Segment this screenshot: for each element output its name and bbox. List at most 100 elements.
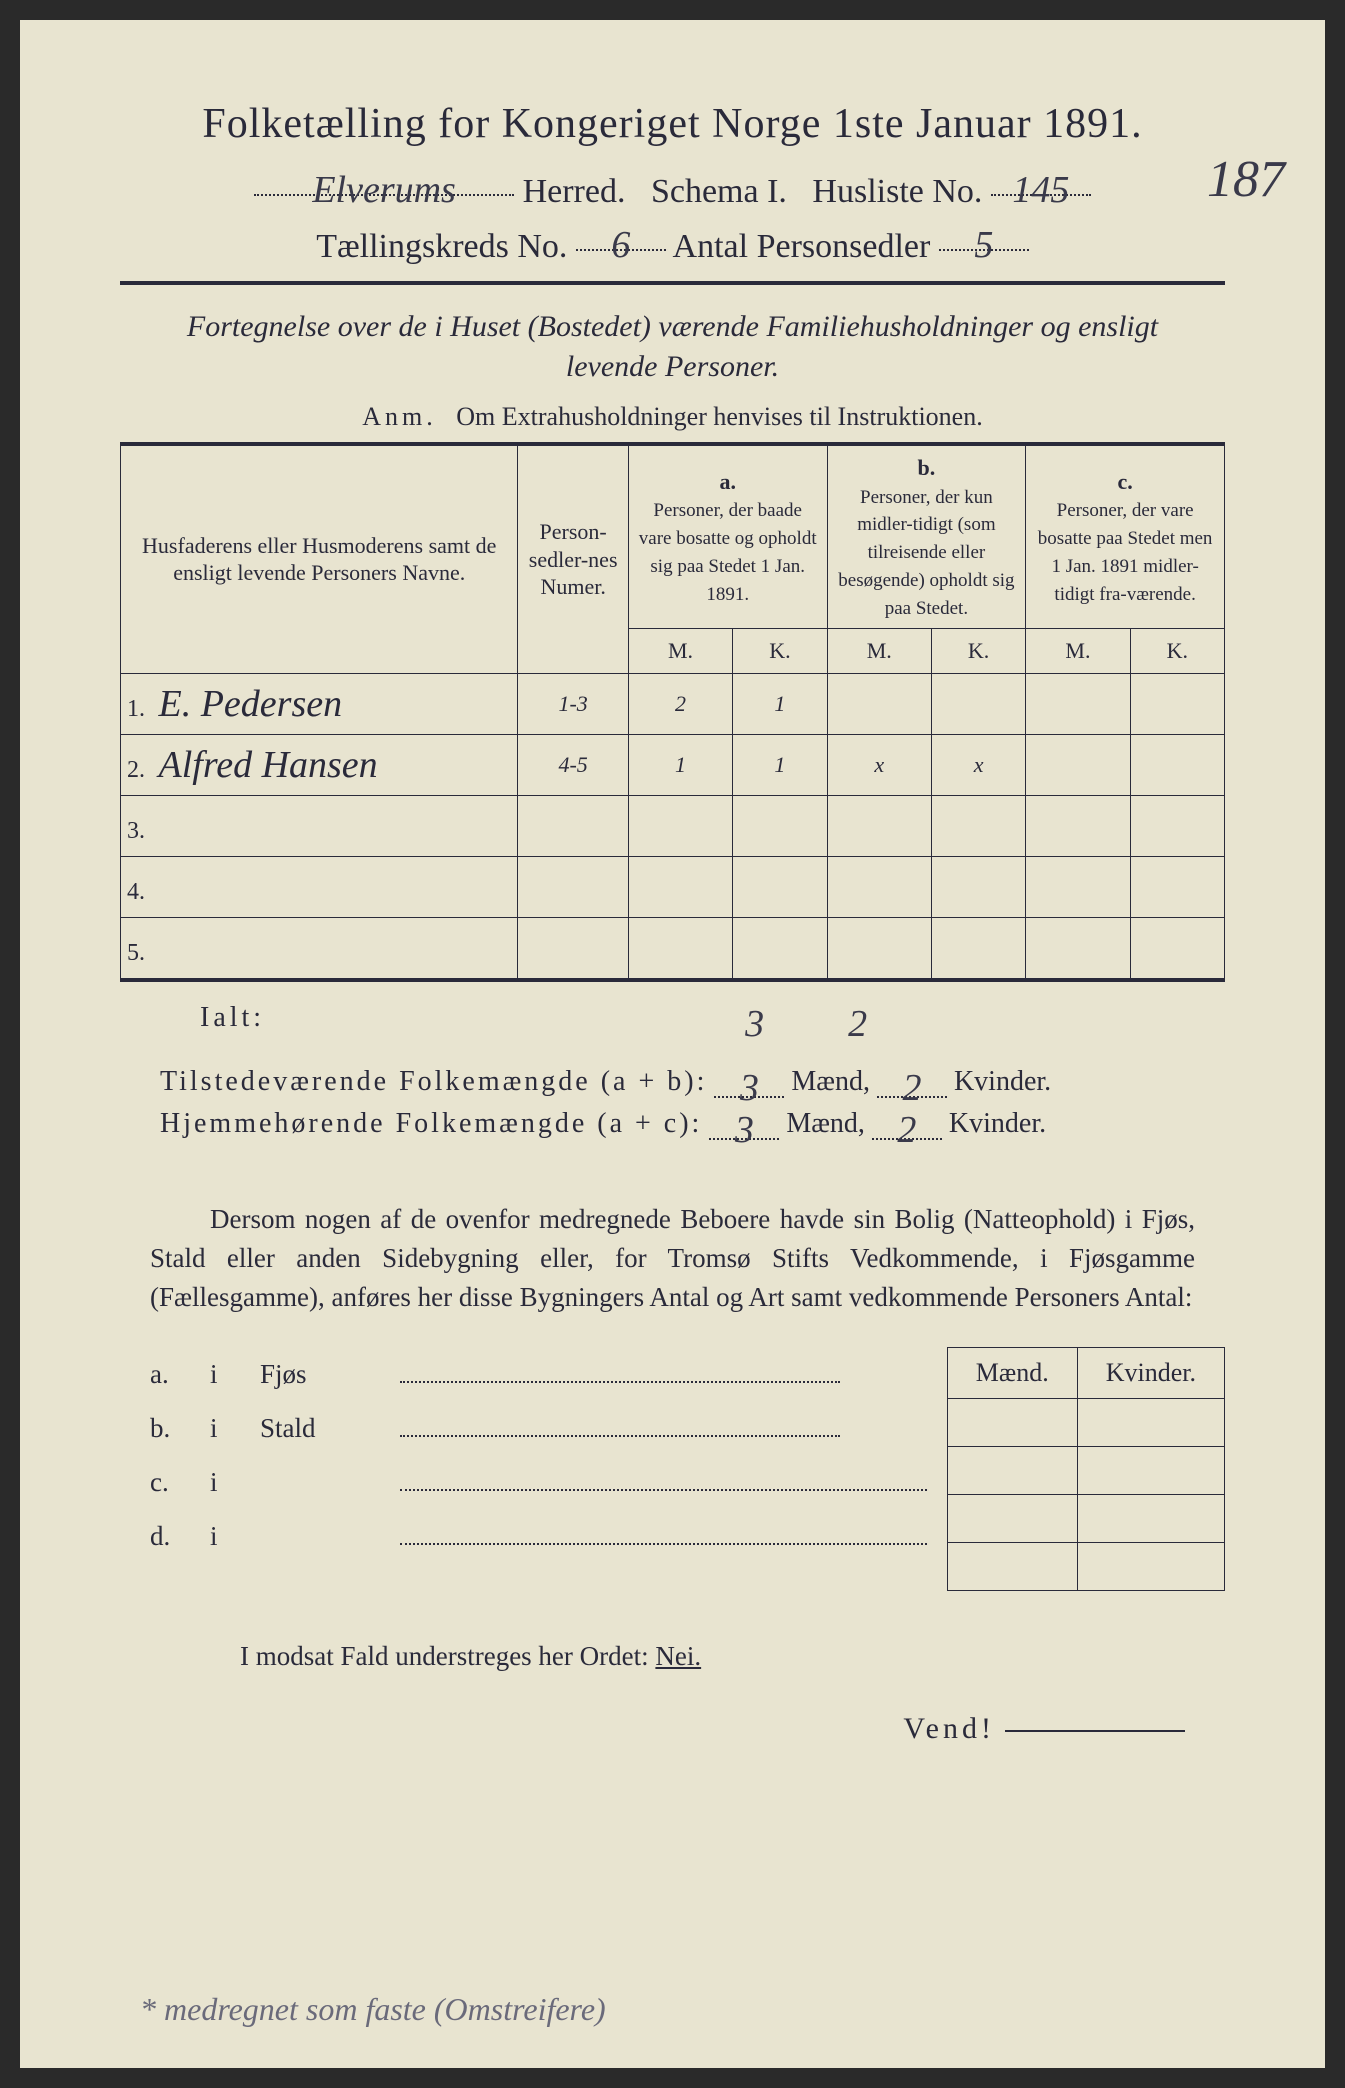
row-name-cell: 5. bbox=[121, 917, 518, 980]
mk-row bbox=[947, 1543, 1224, 1591]
herred-label: Herred. bbox=[523, 173, 626, 210]
a-m-cell: 1 bbox=[628, 734, 732, 795]
personsedler-label: Antal Personsedler bbox=[673, 228, 931, 265]
person-name bbox=[145, 927, 153, 969]
col-b-m: M. bbox=[827, 629, 931, 674]
numer-cell bbox=[518, 917, 628, 980]
a-m-cell bbox=[628, 856, 732, 917]
col-header-numer: Person-sedler-nes Numer. bbox=[518, 444, 628, 673]
row-name-cell: 1. E. Pedersen bbox=[121, 673, 518, 734]
table-row: 2. Alfred Hansen 4-5 1 1 x x bbox=[121, 734, 1225, 795]
col-b-k: K. bbox=[931, 629, 1025, 674]
person-name bbox=[145, 805, 153, 847]
c-m-cell bbox=[1026, 917, 1130, 980]
mk-m-header: Mænd. bbox=[947, 1348, 1077, 1399]
row-name-cell: 3. bbox=[121, 795, 518, 856]
vend-rule bbox=[1005, 1730, 1185, 1732]
dotted-line bbox=[400, 1471, 927, 1491]
maend-label: Mænd, bbox=[786, 1108, 865, 1139]
husliste-value: 145 bbox=[991, 168, 1091, 196]
b-m-cell bbox=[827, 795, 931, 856]
abcd-row: a. i Fjøs bbox=[150, 1347, 927, 1401]
form-title: Folketælling for Kongeriget Norge 1ste J… bbox=[120, 100, 1225, 148]
a-m-cell bbox=[628, 917, 732, 980]
body-paragraph: Dersom nogen af de ovenfor medregnede Be… bbox=[150, 1204, 1195, 1312]
person-name: Alfred Hansen bbox=[151, 744, 378, 786]
a-k-cell: 1 bbox=[733, 673, 827, 734]
numer-cell bbox=[518, 856, 628, 917]
census-form-page: 187 Folketælling for Kongeriget Norge 1s… bbox=[20, 20, 1325, 2068]
ialt-row: Ialt: 3 2 bbox=[200, 1002, 1225, 1046]
table-row: 3. bbox=[121, 795, 1225, 856]
col-a-label: a. bbox=[719, 469, 736, 494]
col-header-a: a. Personer, der baade vare bosatte og o… bbox=[628, 444, 827, 629]
abcd-row: d. i bbox=[150, 1509, 927, 1563]
handwritten-footnote: * medregnet som faste (Omstreifere) bbox=[140, 1991, 606, 2028]
col-b-label: b. bbox=[918, 455, 936, 480]
col-header-names: Husfaderens eller Husmoderens samt de en… bbox=[121, 444, 518, 673]
modsat-nei: Nei. bbox=[655, 1641, 701, 1671]
c-m-cell bbox=[1026, 673, 1130, 734]
abcd-section: Mænd. Kvinder. a. i Fjøs b. i Stald c bbox=[120, 1347, 1225, 1591]
b-k-cell bbox=[931, 673, 1025, 734]
mk-k-header: Kvinder. bbox=[1077, 1348, 1224, 1399]
summary-line-2: Hjemmehørende Folkemængde (a + c): 3 Mæn… bbox=[160, 1108, 1225, 1140]
col-header-b: b. Personer, der kun midler-tidigt (som … bbox=[827, 444, 1026, 629]
kreds-value: 6 bbox=[576, 223, 666, 251]
abcd-row: c. i bbox=[150, 1455, 927, 1509]
c-k-cell bbox=[1130, 856, 1224, 917]
abcd-i: i bbox=[210, 1509, 240, 1563]
summary1-m: 3 bbox=[714, 1066, 784, 1098]
b-m-cell bbox=[827, 673, 931, 734]
c-m-cell bbox=[1026, 734, 1130, 795]
schema-label: Schema I. bbox=[651, 173, 787, 210]
divider bbox=[120, 281, 1225, 285]
b-m-cell bbox=[827, 917, 931, 980]
abcd-i: i bbox=[210, 1455, 240, 1509]
col-header-c: c. Personer, der vare bosatte paa Stedet… bbox=[1026, 444, 1225, 629]
ialt-m: 3 bbox=[745, 1002, 768, 1046]
summary2-k: 2 bbox=[872, 1108, 942, 1140]
abcd-label: d. bbox=[150, 1509, 190, 1563]
summary2-m: 3 bbox=[709, 1108, 779, 1140]
col-a-m: M. bbox=[628, 629, 732, 674]
c-k-cell bbox=[1130, 734, 1224, 795]
household-table: Husfaderens eller Husmoderens samt de en… bbox=[120, 442, 1225, 982]
body-text: Dersom nogen af de ovenfor medregnede Be… bbox=[150, 1200, 1195, 1317]
col-c-m: M. bbox=[1026, 629, 1130, 674]
b-m-cell: x bbox=[827, 734, 931, 795]
kvinder-label: Kvinder. bbox=[954, 1066, 1051, 1097]
a-m-cell bbox=[628, 795, 732, 856]
b-k-cell: x bbox=[931, 734, 1025, 795]
abcd-i: i bbox=[210, 1347, 240, 1401]
numer-cell: 4-5 bbox=[518, 734, 628, 795]
table-row: 5. bbox=[121, 917, 1225, 980]
a-k-cell bbox=[733, 917, 827, 980]
abcd-type: Fjøs bbox=[260, 1347, 380, 1401]
a-k-cell bbox=[733, 795, 827, 856]
col-c-label: c. bbox=[1117, 469, 1132, 494]
a-k-cell bbox=[733, 856, 827, 917]
col-c-k: K. bbox=[1130, 629, 1224, 674]
c-k-cell bbox=[1130, 795, 1224, 856]
b-k-cell bbox=[931, 795, 1025, 856]
summary-line-1: Tilstedeværende Folkemængde (a + b): 3 M… bbox=[160, 1066, 1225, 1098]
maend-label: Mænd, bbox=[791, 1066, 870, 1097]
row-name-cell: 4. bbox=[121, 856, 518, 917]
abcd-row: b. i Stald bbox=[150, 1401, 927, 1455]
dotted-line bbox=[400, 1363, 840, 1383]
subtitle-line1: Fortegnelse over de i Huset (Bostedet) v… bbox=[120, 310, 1225, 344]
header-line-herred: Elverums Herred. Schema I. Husliste No. … bbox=[120, 168, 1225, 211]
header-line-kreds: Tællingskreds No. 6 Antal Personsedler 5 bbox=[120, 223, 1225, 266]
anm-label: Anm. bbox=[362, 402, 437, 431]
col-b-text: Personer, der kun midler-tidigt (som til… bbox=[838, 487, 1014, 619]
ialt-label: Ialt: bbox=[200, 1002, 265, 1046]
c-m-cell bbox=[1026, 856, 1130, 917]
table-body: 1. E. Pedersen 1-3 2 1 2. Alfred Hansen … bbox=[121, 673, 1225, 980]
table-row: 1. E. Pedersen 1-3 2 1 bbox=[121, 673, 1225, 734]
b-k-cell bbox=[931, 917, 1025, 980]
ialt-k: 2 bbox=[848, 1002, 871, 1046]
row-name-cell: 2. Alfred Hansen bbox=[121, 734, 518, 795]
mk-table: Mænd. Kvinder. bbox=[947, 1347, 1225, 1591]
c-m-cell bbox=[1026, 795, 1130, 856]
